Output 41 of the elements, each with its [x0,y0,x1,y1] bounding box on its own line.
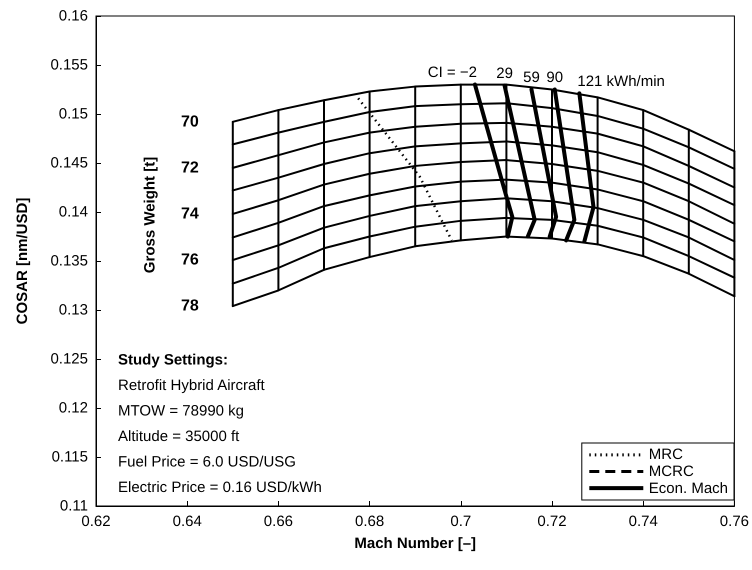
annotation: Fuel Price = 6.0 USD/USG [118,454,296,470]
x-tick-label: 0.7 [450,513,472,530]
y-tick-label: 0.145 [50,154,88,172]
legend-label: Econ. Mach [648,480,728,497]
annotation: Study Settings: [118,352,228,368]
y-tick-label: 0.14 [58,204,88,220]
x-tick-label: 0.68 [355,513,384,530]
legend-label: MRC [648,446,684,463]
x-tick-label: 0.76 [720,513,750,530]
text: 76 [181,252,199,269]
annotation: CI = −2 [428,64,477,82]
annotation: Altitude = 35000 ft [118,428,240,445]
y-tick-label: 0.155 [50,56,88,74]
text: 72 [181,159,199,176]
annotation: 90 [546,69,564,86]
y-tick-label: 0.12 [58,400,88,416]
y-tick-label: 0.13 [58,302,88,318]
annotation: Electric Price = 0.16 USD/kWh [118,479,322,496]
annotation: Retrofit Hybrid Aircraft [118,377,266,394]
y-axis-title: COSAR [nm/USD] [14,198,31,324]
y-tick-label: 0.135 [50,252,88,270]
x-tick-label: 0.64 [172,513,202,530]
x-axis-title: Mach Number [–] [354,535,476,552]
text: 74 [181,205,199,222]
x-tick-label: 0.74 [628,513,658,530]
annotation: 121 kWh/min [577,72,665,90]
y-tick-label: 0.16 [58,8,88,24]
y-tick-label: 0.15 [58,106,88,122]
y-tick-label: 0.11 [60,498,88,514]
x-tick-label: 0.62 [81,513,111,530]
annotation: MTOW = 78990 kg [118,402,244,420]
legend-label: MCRC [648,463,694,480]
annotation: 59 [523,69,540,86]
text: 78 [181,298,199,315]
x-tick-label: 0.66 [264,513,293,530]
y-tick-label: 0.115 [52,448,88,466]
text: 70 [181,113,199,130]
x-tick-label: 0.72 [537,513,567,530]
y-tick-label: 0.125 [50,350,88,368]
annotation: 29 [496,65,513,82]
legend-title: Gross Weight [t] [142,156,158,274]
